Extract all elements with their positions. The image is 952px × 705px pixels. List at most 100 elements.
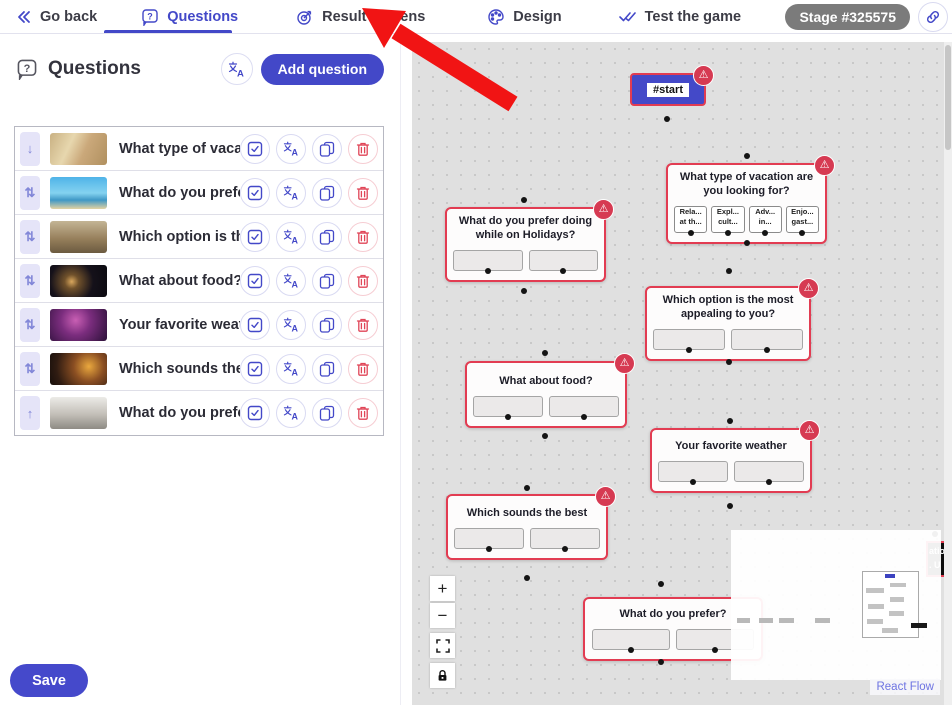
answer-handle[interactable] xyxy=(712,646,718,653)
answer-handle[interactable] xyxy=(505,413,511,420)
zoom-in-button[interactable]: + xyxy=(430,576,455,601)
duplicate-question-button[interactable] xyxy=(312,309,342,340)
connection-handle[interactable] xyxy=(658,659,664,665)
question-row[interactable]: ↓ What type of vacati... A xyxy=(15,127,383,171)
connection-handle[interactable] xyxy=(727,503,733,509)
answers-checkbox-button[interactable] xyxy=(240,221,270,252)
drag-handle[interactable]: ⇅ xyxy=(20,219,40,254)
answer-chip[interactable] xyxy=(530,527,600,552)
canvas-scrollbar[interactable] xyxy=(944,42,952,705)
answer-chip[interactable] xyxy=(453,249,523,274)
answer-handle[interactable] xyxy=(724,229,731,236)
flow-canvas[interactable]: #start ⚠ What type of vacation are you l… xyxy=(412,42,944,705)
flow-node-question[interactable]: Which sounds the best ⚠ xyxy=(446,486,616,560)
drag-handle[interactable]: ⇅ xyxy=(20,175,40,210)
answer-chip[interactable] xyxy=(653,328,725,353)
connection-handle[interactable] xyxy=(524,485,530,491)
drag-handle[interactable]: ↑ xyxy=(20,396,40,430)
connection-handle[interactable] xyxy=(726,268,732,274)
duplicate-question-button[interactable] xyxy=(312,398,342,428)
delete-question-button[interactable] xyxy=(348,398,378,428)
connection-handle[interactable] xyxy=(521,197,527,203)
connection-handle[interactable] xyxy=(524,575,530,581)
zoom-out-button[interactable]: − xyxy=(430,603,455,628)
delete-question-button[interactable] xyxy=(348,309,378,340)
answer-handle[interactable] xyxy=(686,346,692,353)
save-button[interactable]: Save xyxy=(10,664,88,697)
flow-node-question[interactable]: Which option is the most appealing to yo… xyxy=(645,278,819,361)
share-link-button[interactable] xyxy=(918,1,948,32)
connection-handle[interactable] xyxy=(521,288,527,294)
question-row[interactable]: ⇅ What about food? A xyxy=(15,259,383,303)
translate-question-button[interactable]: A xyxy=(276,353,306,384)
tab-result-screens[interactable]: Result screens xyxy=(296,8,425,26)
answer-handle[interactable] xyxy=(560,267,567,274)
answers-checkbox-button[interactable] xyxy=(240,133,270,164)
answer-chip[interactable] xyxy=(454,527,524,552)
delete-question-button[interactable] xyxy=(348,353,378,384)
answer-handle[interactable] xyxy=(766,478,772,485)
answer-handle[interactable] xyxy=(484,267,491,274)
answer-chip[interactable] xyxy=(473,395,543,420)
connection-handle[interactable] xyxy=(744,153,750,159)
answer-chip[interactable] xyxy=(549,395,619,420)
answer-chip[interactable] xyxy=(734,460,804,485)
go-back-button[interactable]: Go back xyxy=(16,9,97,25)
duplicate-question-button[interactable] xyxy=(312,353,342,384)
duplicate-question-button[interactable] xyxy=(312,177,342,208)
duplicate-question-button[interactable] xyxy=(312,265,342,296)
translate-question-button[interactable]: A xyxy=(276,398,306,428)
answer-chip[interactable]: Rela... at th... xyxy=(674,205,708,236)
answer-handle[interactable] xyxy=(799,229,806,236)
answers-checkbox-button[interactable] xyxy=(240,353,270,384)
answer-handle[interactable] xyxy=(764,346,770,353)
answers-checkbox-button[interactable] xyxy=(240,309,270,340)
flow-node-question[interactable]: What about food? ⚠ xyxy=(465,353,635,428)
question-row[interactable]: ⇅ What do you prefer... A xyxy=(15,171,383,215)
answer-chip[interactable]: Adv... in... xyxy=(748,205,782,236)
translate-question-button[interactable]: A xyxy=(276,309,306,340)
flow-node-question[interactable]: What type of vacation are you looking fo… xyxy=(666,155,835,244)
connection-handle[interactable] xyxy=(744,240,750,246)
translate-question-button[interactable]: A xyxy=(276,265,306,296)
duplicate-question-button[interactable] xyxy=(312,221,342,252)
flow-node-question[interactable]: What do you prefer doing while on Holida… xyxy=(445,199,614,282)
question-row[interactable]: ⇅ Your favorite weath... A xyxy=(15,303,383,347)
answer-handle[interactable] xyxy=(581,413,587,420)
delete-question-button[interactable] xyxy=(348,265,378,296)
answer-chip[interactable] xyxy=(658,460,728,485)
delete-question-button[interactable] xyxy=(348,221,378,252)
lock-button[interactable] xyxy=(430,663,455,688)
answer-chip[interactable]: Expl... cult... xyxy=(711,205,745,236)
fit-view-button[interactable] xyxy=(430,633,455,658)
translate-questions-button[interactable]: A xyxy=(220,53,253,85)
connection-handle[interactable] xyxy=(664,116,670,122)
drag-handle[interactable]: ⇅ xyxy=(20,351,40,386)
answers-checkbox-button[interactable] xyxy=(240,177,270,208)
answer-handle[interactable] xyxy=(690,478,696,485)
question-row[interactable]: ⇅ Which option is the... A xyxy=(15,215,383,259)
react-flow-attribution[interactable]: React Flow xyxy=(870,679,940,695)
answer-handle[interactable] xyxy=(562,545,568,552)
translate-question-button[interactable]: A xyxy=(276,133,306,164)
translate-question-button[interactable]: A xyxy=(276,177,306,208)
answer-chip[interactable] xyxy=(528,249,598,274)
duplicate-question-button[interactable] xyxy=(312,133,342,164)
answer-handle[interactable] xyxy=(486,545,492,552)
question-row[interactable]: ⇅ Which sounds the ... A xyxy=(15,347,383,391)
translate-question-button[interactable]: A xyxy=(276,221,306,252)
answer-chip[interactable]: Enjo... gast... xyxy=(785,205,819,236)
answer-handle[interactable] xyxy=(687,229,694,236)
answer-handle[interactable] xyxy=(628,646,634,653)
connection-handle[interactable] xyxy=(542,350,548,356)
delete-question-button[interactable] xyxy=(348,177,378,208)
delete-question-button[interactable] xyxy=(348,133,378,164)
answer-chip[interactable] xyxy=(592,628,670,653)
flow-node-question[interactable]: Your favorite weather ⚠ xyxy=(650,420,820,493)
answers-checkbox-button[interactable] xyxy=(240,398,270,428)
connection-handle[interactable] xyxy=(726,359,732,365)
flow-minimap[interactable] xyxy=(862,571,927,638)
drag-handle[interactable]: ⇅ xyxy=(20,263,40,298)
connection-handle[interactable] xyxy=(542,433,548,439)
scrollbar-thumb[interactable] xyxy=(945,45,951,150)
